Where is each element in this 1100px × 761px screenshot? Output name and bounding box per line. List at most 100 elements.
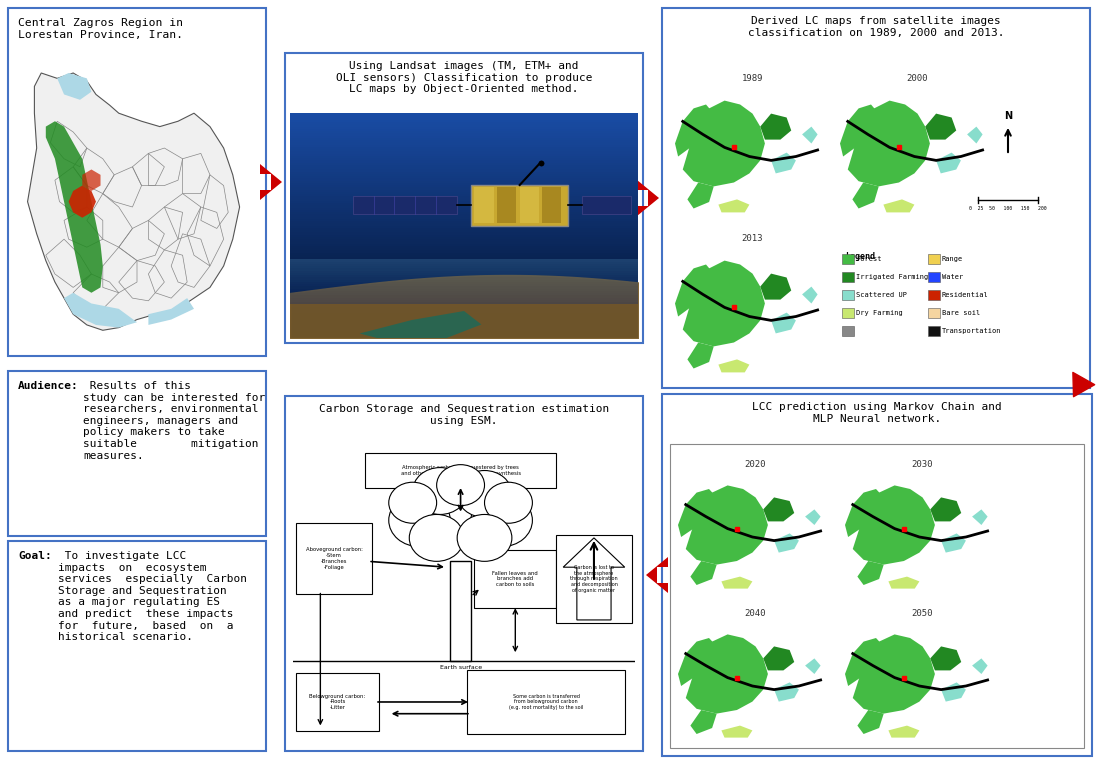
Bar [290, 291, 638, 293]
Bar [290, 264, 638, 266]
Text: Atmospheric carbon is sequestered by trees
and other vegetation through photosyn: Atmospheric carbon is sequestered by tre… [400, 465, 520, 476]
FancyBboxPatch shape [365, 453, 557, 488]
Bar [290, 272, 638, 275]
Bar [290, 228, 638, 230]
Text: LCC prediction using Markov Chain and
MLP Neural network.: LCC prediction using Markov Chain and ML… [752, 402, 1002, 424]
FancyBboxPatch shape [582, 196, 631, 215]
Polygon shape [763, 646, 794, 670]
Bar [290, 311, 638, 314]
Bar [290, 169, 638, 171]
Bar [290, 133, 638, 135]
Bar [290, 268, 638, 270]
Polygon shape [857, 710, 883, 734]
Polygon shape [678, 489, 717, 537]
Bar [290, 203, 638, 205]
FancyBboxPatch shape [928, 290, 940, 300]
Polygon shape [64, 293, 138, 327]
Bar [290, 307, 638, 309]
Text: Audience:: Audience: [18, 381, 79, 391]
Polygon shape [774, 533, 799, 552]
Circle shape [471, 494, 532, 546]
Bar [290, 293, 638, 295]
Text: Scattered UP: Scattered UP [856, 292, 908, 298]
Text: Carbon is lost to
the atmosphere
through respiration
and decomposition
of organi: Carbon is lost to the atmosphere through… [570, 565, 618, 593]
Bar [290, 208, 638, 210]
Bar [290, 212, 638, 215]
Bar [290, 302, 638, 304]
Polygon shape [802, 287, 817, 304]
Bar [290, 147, 638, 149]
Polygon shape [28, 73, 240, 330]
Bar [290, 122, 638, 124]
FancyBboxPatch shape [928, 254, 940, 264]
Bar [290, 298, 638, 300]
Bar [290, 210, 638, 212]
FancyBboxPatch shape [842, 326, 854, 336]
Polygon shape [683, 100, 764, 186]
Polygon shape [688, 342, 714, 368]
Bar [290, 142, 638, 145]
Circle shape [388, 494, 450, 546]
Bar [290, 221, 638, 223]
FancyBboxPatch shape [474, 549, 557, 608]
Bar [290, 239, 638, 241]
Polygon shape [675, 104, 714, 157]
Bar [290, 223, 638, 225]
Polygon shape [889, 725, 920, 737]
FancyBboxPatch shape [662, 8, 1090, 388]
Text: 2020: 2020 [745, 460, 767, 469]
Bar [290, 196, 638, 199]
Bar [290, 293, 638, 295]
Polygon shape [845, 489, 883, 537]
Bar [290, 282, 638, 284]
Polygon shape [360, 311, 482, 338]
Circle shape [409, 514, 464, 562]
Polygon shape [722, 577, 752, 588]
Circle shape [458, 514, 512, 562]
Bar [290, 232, 638, 234]
Polygon shape [936, 153, 961, 174]
Bar [290, 272, 638, 275]
FancyBboxPatch shape [842, 254, 854, 264]
Polygon shape [691, 561, 717, 585]
Bar [290, 135, 638, 138]
FancyBboxPatch shape [285, 396, 644, 751]
Text: Results of this
study can be interested for
researchers, environmental
engineers: Results of this study can be interested … [82, 381, 265, 460]
Polygon shape [840, 104, 879, 157]
Polygon shape [722, 725, 752, 737]
Bar [290, 260, 638, 262]
Polygon shape [845, 638, 883, 686]
FancyBboxPatch shape [353, 196, 456, 215]
Polygon shape [771, 313, 796, 333]
Text: Forest: Forest [856, 256, 881, 262]
Text: 0  25  50   100   150   200: 0 25 50 100 150 200 [969, 206, 1047, 211]
Bar [290, 163, 638, 164]
Bar [290, 115, 638, 117]
Text: Irrigated Farming: Irrigated Farming [856, 274, 928, 280]
Text: 2000: 2000 [906, 74, 928, 83]
Polygon shape [678, 638, 717, 686]
Polygon shape [450, 562, 471, 661]
Text: Bare soil: Bare soil [942, 310, 980, 316]
Text: Using Landsat images (TM, ETM+ and
OLI sensors) Classification to produce
LC map: Using Landsat images (TM, ETM+ and OLI s… [336, 61, 592, 94]
Bar [290, 167, 638, 169]
Bar [290, 253, 638, 255]
FancyBboxPatch shape [285, 53, 644, 343]
Bar [290, 192, 638, 194]
FancyBboxPatch shape [928, 308, 940, 318]
Bar [290, 298, 638, 300]
Polygon shape [637, 180, 659, 216]
Text: 2050: 2050 [912, 609, 933, 618]
Polygon shape [57, 73, 91, 100]
Bar [290, 113, 638, 115]
Polygon shape [972, 658, 988, 674]
Bar [290, 300, 638, 302]
Polygon shape [967, 126, 982, 144]
Circle shape [437, 465, 484, 505]
Bar [290, 266, 638, 268]
Polygon shape [771, 153, 796, 174]
Bar [290, 262, 638, 264]
Bar [290, 248, 638, 250]
Polygon shape [805, 658, 821, 674]
Bar [290, 318, 638, 320]
